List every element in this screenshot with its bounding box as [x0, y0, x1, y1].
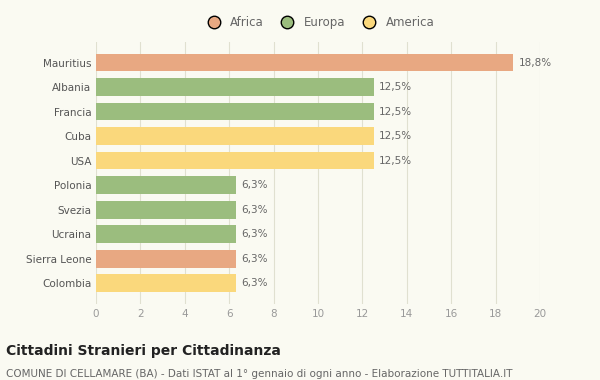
Text: 12,5%: 12,5% — [379, 131, 412, 141]
Text: 6,3%: 6,3% — [241, 229, 268, 239]
Bar — [96, 201, 236, 218]
Bar — [96, 250, 236, 268]
Text: 6,3%: 6,3% — [241, 180, 268, 190]
Text: 6,3%: 6,3% — [241, 254, 268, 264]
Bar — [96, 103, 374, 120]
Bar — [96, 225, 236, 243]
Bar — [96, 274, 236, 292]
Bar — [96, 78, 374, 96]
Text: 12,5%: 12,5% — [379, 156, 412, 166]
Text: 6,3%: 6,3% — [241, 205, 268, 215]
Bar — [96, 152, 374, 169]
Text: Cittadini Stranieri per Cittadinanza: Cittadini Stranieri per Cittadinanza — [6, 344, 281, 358]
Text: 18,8%: 18,8% — [519, 57, 552, 68]
Text: COMUNE DI CELLAMARE (BA) - Dati ISTAT al 1° gennaio di ogni anno - Elaborazione : COMUNE DI CELLAMARE (BA) - Dati ISTAT al… — [6, 369, 512, 378]
Text: 12,5%: 12,5% — [379, 82, 412, 92]
Bar — [96, 54, 514, 71]
Bar — [96, 127, 374, 145]
Text: 12,5%: 12,5% — [379, 107, 412, 117]
Text: 6,3%: 6,3% — [241, 278, 268, 288]
Bar — [96, 176, 236, 194]
Legend: Africa, Europa, America: Africa, Europa, America — [197, 11, 439, 33]
